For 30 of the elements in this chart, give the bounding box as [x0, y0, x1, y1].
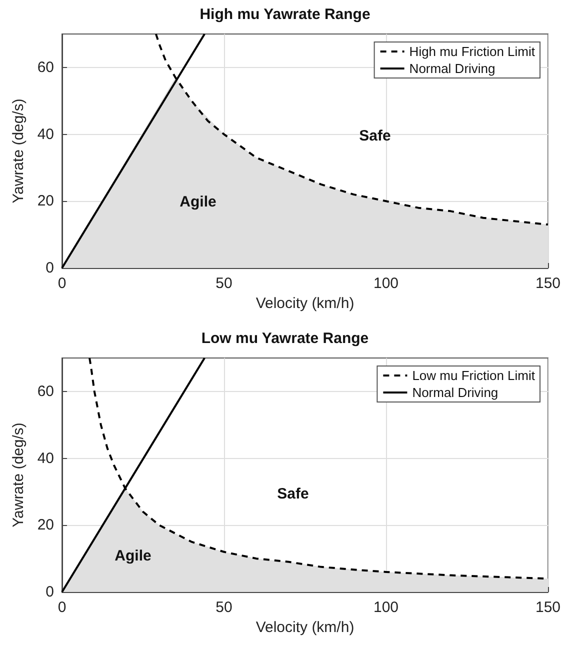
- annotation: Safe: [277, 486, 309, 502]
- y-tick-label: 40: [37, 450, 54, 467]
- y-tick-label: 20: [37, 192, 54, 210]
- y-tick-label: 0: [46, 584, 54, 600]
- annotation: Safe: [359, 128, 391, 144]
- x-tick-label: 0: [58, 275, 66, 292]
- x-tick-label: 0: [58, 599, 66, 616]
- y-axis-title: Yawrate (deg/s): [10, 422, 27, 528]
- x-axis-title: Velocity (km/h): [256, 295, 354, 312]
- legend-label: Low mu Friction Limit: [412, 368, 536, 383]
- chart-title: High mu Yawrate Range: [200, 6, 370, 23]
- y-tick-label: 60: [37, 58, 54, 76]
- x-tick-label: 100: [373, 599, 399, 616]
- y-axis-title: Yawrate (deg/s): [10, 98, 27, 204]
- x-axis-title: Velocity (km/h): [256, 619, 354, 636]
- y-tick-label: 20: [37, 516, 54, 534]
- x-tick-label: 50: [216, 599, 232, 616]
- x-tick-label: 150: [535, 275, 561, 292]
- y-tick-label: 40: [37, 126, 54, 143]
- legend-label: Normal Driving: [412, 385, 498, 400]
- x-tick-label: 100: [373, 275, 399, 292]
- y-tick-label: 0: [46, 260, 54, 276]
- x-tick-label: 50: [216, 275, 232, 292]
- y-tick-label: 60: [37, 382, 54, 400]
- chart-title: Low mu Yawrate Range: [201, 330, 369, 347]
- annotation: Agile: [114, 548, 152, 564]
- x-tick-label: 150: [535, 599, 561, 616]
- legend-label: Normal Driving: [409, 61, 496, 76]
- annotation: Agile: [180, 194, 216, 210]
- legend-label: High mu Friction Limit: [409, 44, 536, 59]
